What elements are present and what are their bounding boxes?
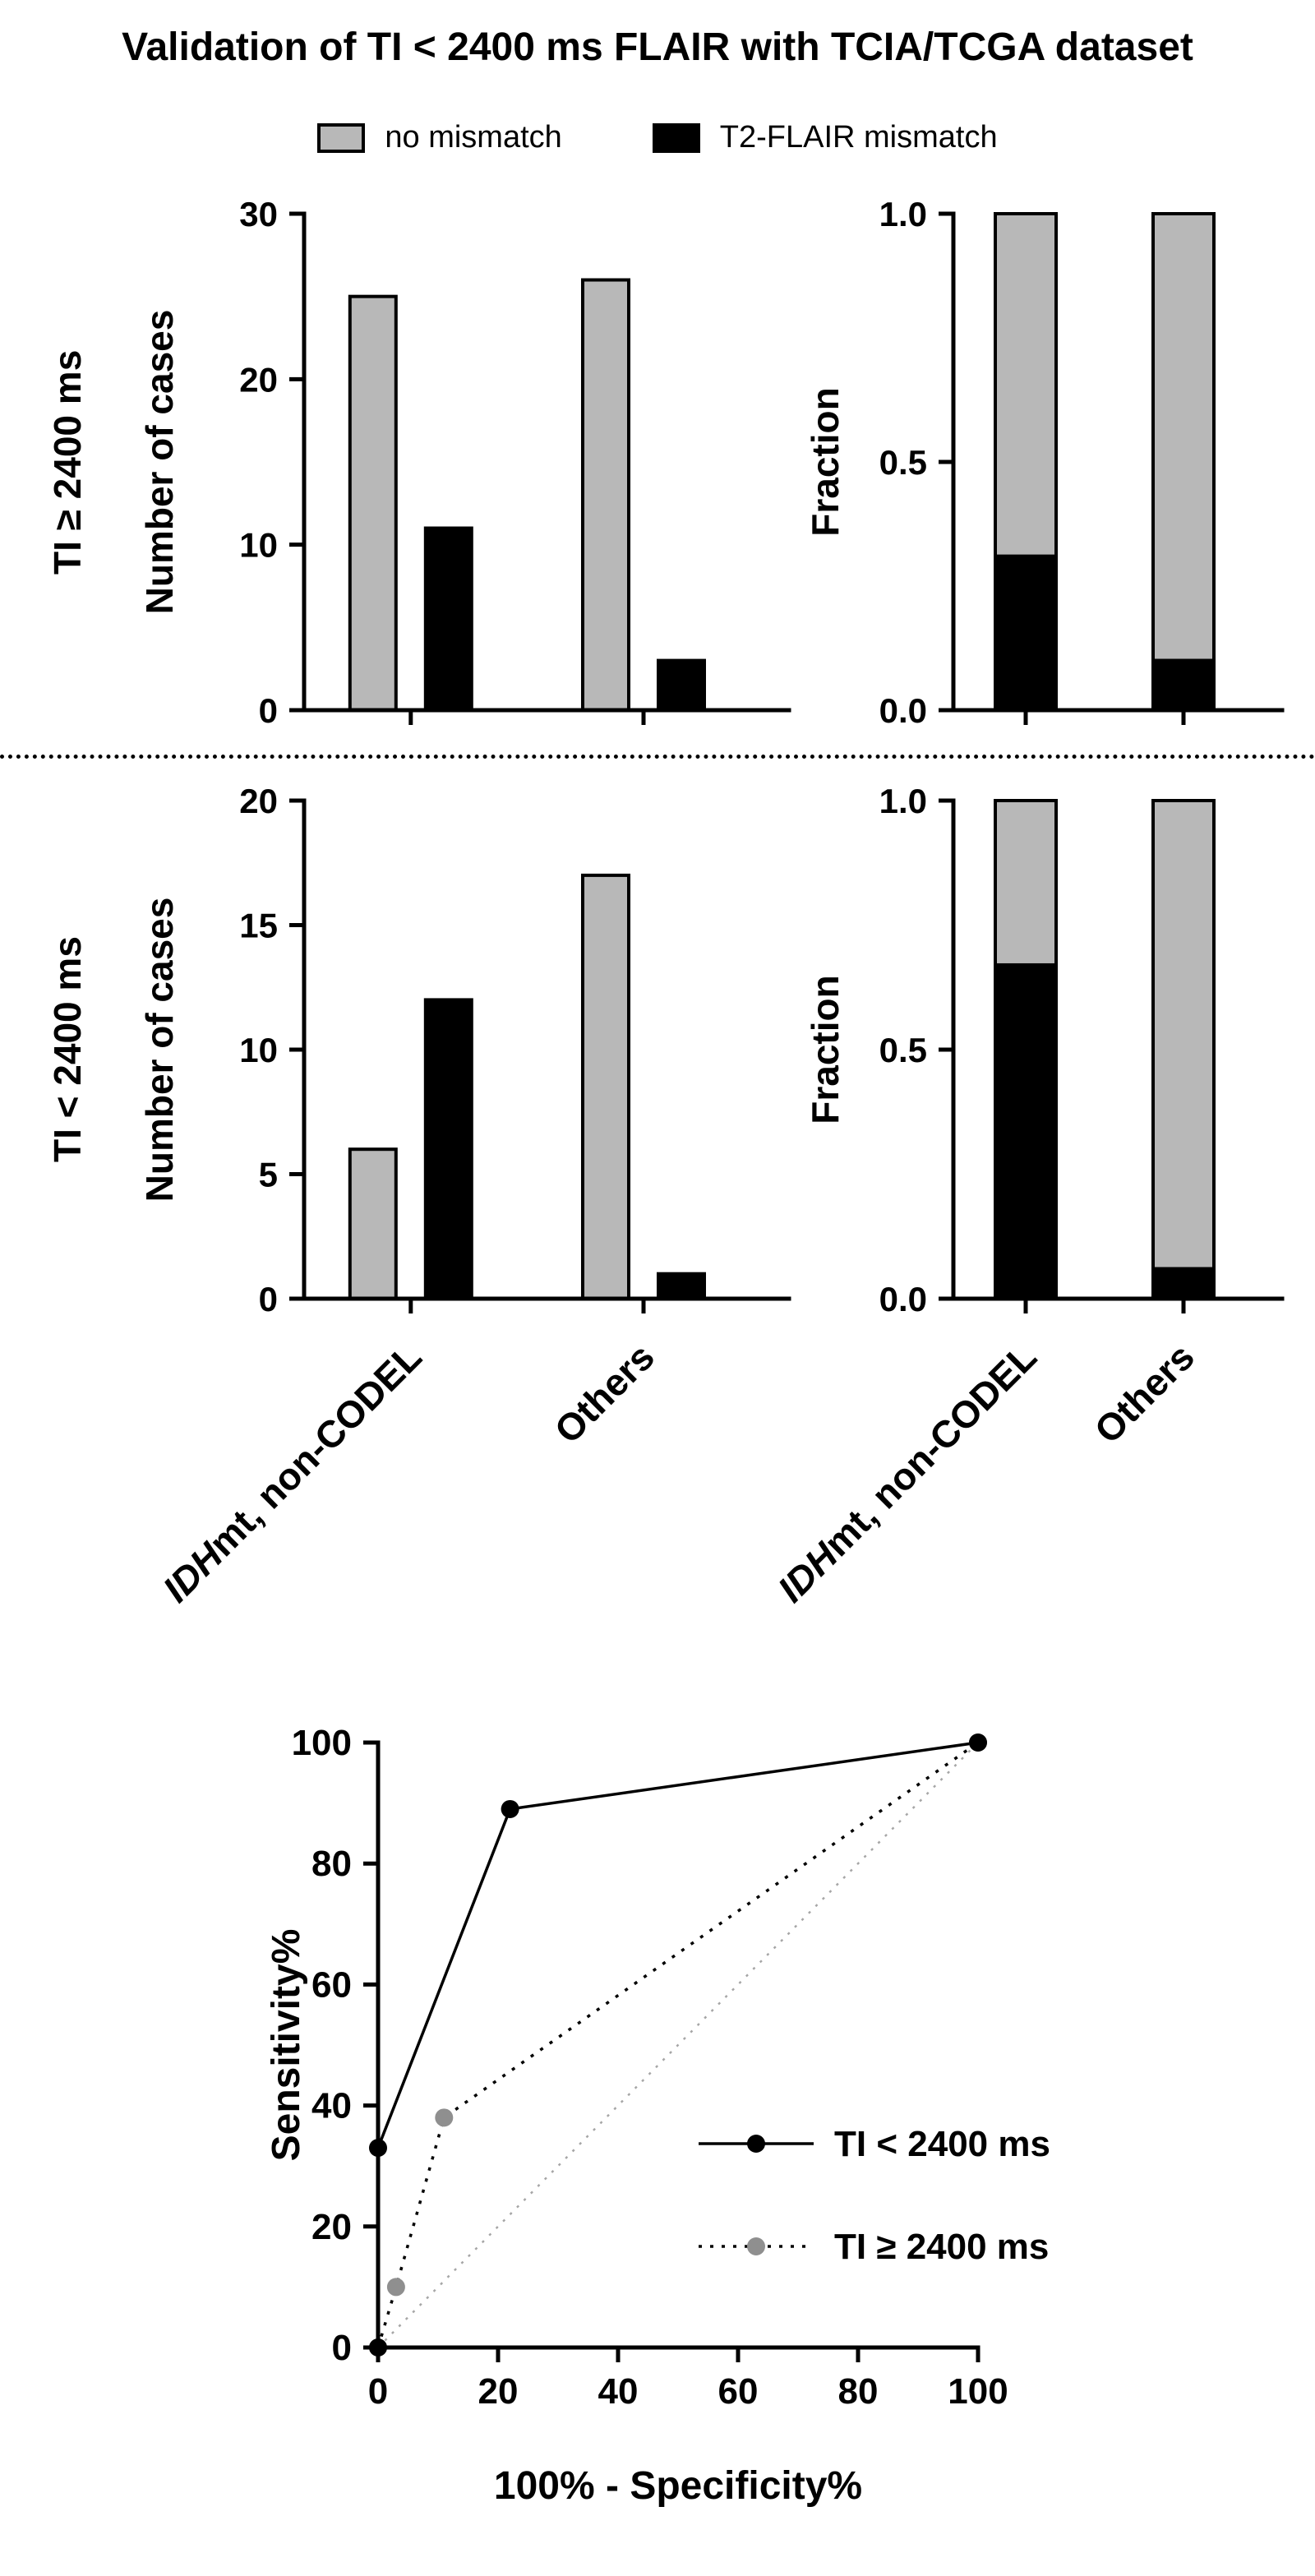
stack-no-mismatch-0 (994, 799, 1058, 967)
stack-t2-flair-mismatch-1 (1151, 658, 1216, 712)
legend-item-no-mismatch: no mismatch (317, 120, 562, 155)
y-tick-label: 1.0 (879, 195, 927, 233)
bar-t2-flair-mismatch-1 (657, 1272, 706, 1301)
legend: no mismatch T2-FLAIR mismatch (0, 120, 1315, 155)
stack-no-mismatch-1 (1151, 212, 1216, 662)
roc-point-ti-2400-ms-2 (435, 2108, 454, 2127)
y-tick-label: 0 (259, 1280, 278, 1318)
roc-legend-label-ti-2400-ms: TI ≥ 2400 ms (834, 2227, 1049, 2267)
chart-roc: 0 20 40 60 80 100 0 20 40 60 80 100 Sensitivity% 100%… (265, 1723, 1050, 2508)
roc-point-ti-2400-ms-1 (386, 2278, 405, 2297)
chart-counts-ti-lt-2400: 0 5 10 15 20 Number of cases IDHmt, non-CODEL O… (138, 782, 791, 1610)
bar-no-mismatch-0 (348, 1147, 398, 1301)
x-category-label-idhmt-non-codel: IDHmt, non-CODEL (769, 1335, 1045, 1610)
y-tick-label: 0 (259, 691, 278, 730)
legend-label-no-mismatch: no mismatch (385, 120, 562, 155)
y-tick-label: 1.0 (879, 782, 927, 820)
y-tick-label: 5 (259, 1156, 278, 1194)
legend-item-t2-flair-mismatch: T2-FLAIR mismatch (652, 120, 998, 155)
x-tick-label: 80 (838, 2371, 879, 2412)
legend-label-t2-flair-mismatch: T2-FLAIR mismatch (719, 120, 998, 155)
stack-t2-flair-mismatch-1 (1151, 1267, 1216, 1301)
roc-point-ti-2400-ms-2 (501, 1799, 519, 1818)
y-tick-label: 10 (239, 1031, 278, 1069)
y-axis-label: Sensitivity% (265, 1929, 308, 2162)
y-tick-label: 40 (311, 2086, 352, 2126)
roc-legend-marker-ti-2400-ms (747, 2237, 765, 2255)
roc-legend-marker-ti-2400-ms (747, 2135, 765, 2153)
y-tick-label: 0.5 (879, 1031, 927, 1069)
y-axis-label: Number of cases (138, 898, 181, 1203)
x-tick-label: 20 (478, 2371, 519, 2412)
chart-fraction-ti-lt-2400: 0.0 0.5 1.0 Fraction IDHmt, non-CODEL Others (769, 782, 1285, 1610)
bar-no-mismatch-1 (581, 278, 630, 713)
stack-no-mismatch-0 (994, 212, 1058, 558)
y-tick-label: 30 (239, 195, 278, 233)
x-tick-label: 40 (598, 2371, 639, 2412)
y-tick-label: 0.0 (879, 691, 927, 730)
x-category-label-idhmt-non-codel: IDHmt, non-CODEL (155, 1335, 430, 1610)
y-tick-label: 10 (239, 526, 278, 565)
y-tick-label: 15 (239, 907, 278, 945)
no-mismatch-swatch (317, 122, 366, 153)
y-tick-label: 60 (311, 1964, 352, 2005)
y-axis-label: Fraction (804, 975, 847, 1124)
x-tick-label: 60 (718, 2371, 759, 2412)
x-tick-label: 100 (948, 2371, 1008, 2412)
roc-point-ti-2400-ms-3 (969, 1733, 987, 1752)
chart-fraction-ti-ge-2400: 0.0 0.5 1.0 Fraction (804, 195, 1285, 730)
stack-no-mismatch-1 (1151, 799, 1216, 1271)
x-tick-label: 0 (368, 2371, 388, 2412)
y-tick-label: 20 (239, 782, 278, 820)
bar-t2-flair-mismatch-0 (423, 998, 473, 1300)
row-separator (0, 755, 1315, 759)
roc-legend-label-ti-2400-ms: TI < 2400 ms (834, 2124, 1050, 2164)
y-tick-label: 0.5 (879, 443, 927, 482)
bar-no-mismatch-1 (581, 873, 630, 1300)
y-tick-label: 80 (311, 1844, 352, 1884)
y-tick-label: 20 (311, 2207, 352, 2247)
stack-t2-flair-mismatch-0 (994, 963, 1058, 1300)
y-axis-label: Fraction (804, 387, 847, 536)
chart-counts-ti-ge-2400: 0 10 20 30 Number of cases (138, 195, 791, 730)
bar-no-mismatch-0 (348, 294, 398, 713)
stack-t2-flair-mismatch-0 (994, 554, 1058, 713)
bar-t2-flair-mismatch-0 (423, 526, 473, 712)
y-tick-label: 100 (292, 1723, 352, 1763)
x-axis-label: 100% - Specificity% (494, 2464, 862, 2508)
bar-t2-flair-mismatch-1 (657, 658, 706, 712)
y-tick-label: 0 (332, 2328, 352, 2368)
y-tick-label: 20 (239, 360, 278, 399)
y-tick-label: 0.0 (879, 1280, 927, 1318)
figure-title: Validation of TI < 2400 ms FLAIR with TC… (122, 25, 1193, 69)
x-category-label-others: Others (1086, 1335, 1202, 1452)
roc-line-ti-2400-ms (376, 1741, 980, 2348)
t2-flair-mismatch-swatch (652, 122, 700, 153)
roc-reference-line (377, 1742, 979, 2348)
y-axis-label: Number of cases (138, 310, 181, 615)
x-category-label-others: Others (546, 1335, 662, 1452)
